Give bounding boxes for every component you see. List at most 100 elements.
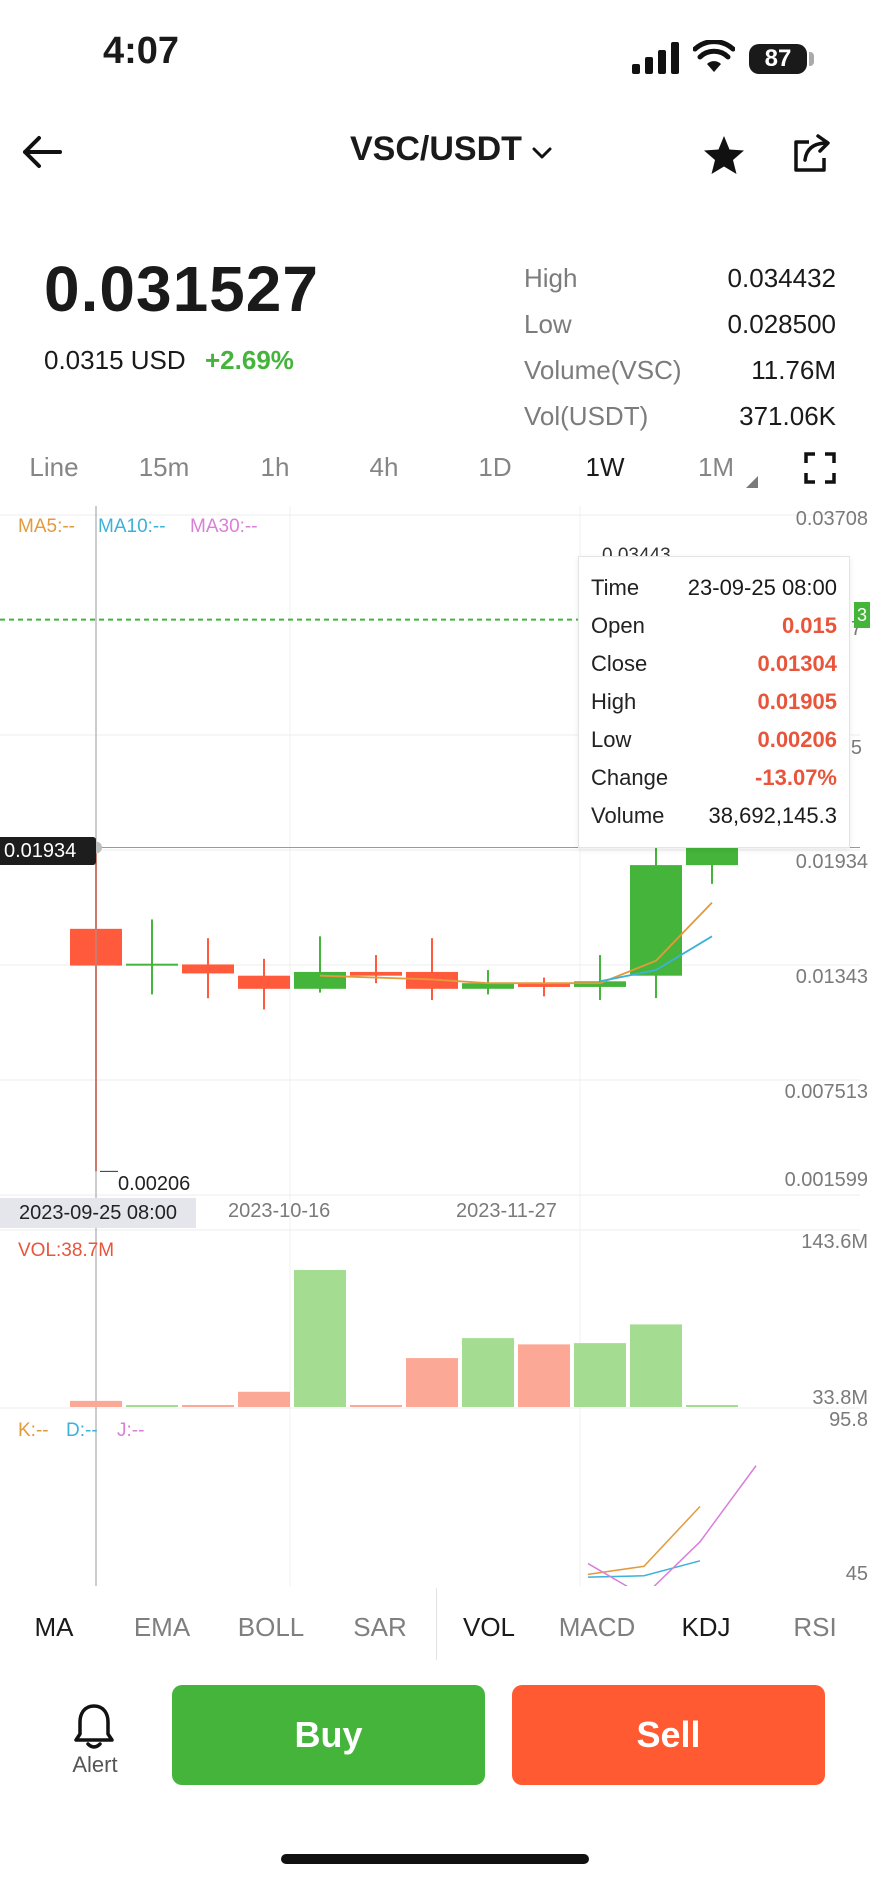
back-arrow-icon[interactable] — [20, 134, 64, 170]
candle-tooltip: Time 23-09-25 08:00 Open 0.015 Close 0.0130… — [578, 556, 850, 848]
last-price: 0.031527 — [44, 253, 319, 325]
price-axis-label-partial: 7 — [850, 618, 862, 640]
alert-label[interactable]: Alert — [72, 1752, 118, 1777]
status-time: 4:07 — [103, 30, 180, 72]
volume-bar — [294, 1270, 346, 1407]
kdj-d-legend: D:-- — [66, 1420, 98, 1441]
price-axis-label: 0.001599 — [784, 1169, 868, 1191]
chevron-down-icon[interactable] — [532, 146, 552, 160]
indicator-tab-macd[interactable]: MACD — [558, 1612, 636, 1642]
candle-body — [238, 975, 290, 989]
ma5-line — [319, 901, 713, 985]
indicator-tab-sar[interactable]: SAR — [353, 1612, 407, 1642]
candle-body — [462, 983, 514, 989]
usd-price: 0.0315 USD — [44, 345, 186, 375]
indicator-tab-kdj[interactable]: KDJ — [681, 1612, 731, 1642]
tooltip-row-time: Time 23-09-25 08:00 — [591, 575, 837, 600]
volume-bar — [518, 1344, 570, 1407]
price-axis-label: 0.007513 — [784, 1081, 868, 1103]
kdj-j-line — [587, 1465, 757, 1586]
battery-tip — [809, 52, 814, 66]
volume-bar — [182, 1405, 234, 1407]
crosshair-price-tag: 0.01934 — [0, 837, 96, 865]
kdj-j-legend: J:-- — [117, 1420, 145, 1441]
volume-bar — [406, 1358, 458, 1407]
stat-low-value: 0.028500 — [727, 309, 836, 339]
tab-1w[interactable]: 1W — [585, 452, 625, 482]
home-indicator — [281, 1854, 589, 1864]
low-mark-label: 0.00206 — [118, 1173, 191, 1195]
stat-vol-usdt-value: 371.06K — [739, 401, 836, 431]
x-axis-date-label: 2023-11-27 — [456, 1200, 557, 1222]
stat-volume-label: Volume(VSC) — [524, 355, 682, 385]
kdj-d-line — [587, 1560, 701, 1578]
price-change-percent: +2.69% — [205, 345, 294, 375]
sell-button[interactable]: Sell — [512, 1685, 825, 1785]
tab-4h[interactable]: 4h — [369, 452, 399, 482]
stat-high-value: 0.034432 — [727, 263, 836, 293]
price-axis-label: 0.03708 — [795, 508, 868, 530]
stat-low-label: Low — [524, 309, 572, 339]
candle-body — [294, 971, 346, 989]
ma10-legend: MA10:-- — [98, 516, 166, 537]
stat-volume-value: 11.76M — [751, 355, 836, 385]
price-axis-label: 0.01934 — [795, 851, 868, 873]
candle-body — [630, 865, 682, 976]
candle-body — [182, 964, 234, 974]
stat-vol-usdt-label: Vol(USDT) — [524, 401, 649, 431]
kdj-k-legend: K:-- — [18, 1420, 49, 1441]
x-axis-date-label: 2023-10-16 — [228, 1200, 331, 1222]
tab-15m[interactable]: 15m — [138, 452, 190, 482]
alert-bell-icon[interactable] — [72, 1702, 116, 1750]
current-price-tag: 3 — [854, 602, 870, 628]
volume-bar — [350, 1405, 402, 1407]
indicator-tab-vol[interactable]: VOL — [462, 1612, 516, 1642]
ma10-line — [599, 935, 713, 983]
pair-selector[interactable]: VSC/USDT — [350, 130, 522, 168]
volume-max-label: 143.6M — [801, 1231, 868, 1253]
indicator-tab-ma[interactable]: MA — [34, 1612, 74, 1642]
tooltip-row-low: Low 0.00206 — [591, 727, 837, 752]
price-axis-label-partial: 5 — [850, 737, 862, 759]
kdj-min-label: 45 — [845, 1563, 868, 1585]
share-icon[interactable] — [791, 134, 833, 174]
dropdown-corner-icon — [746, 476, 758, 488]
tooltip-row-volume: Volume 38,692,145.3 — [591, 803, 837, 828]
ma5-legend: MA5:-- — [18, 516, 75, 537]
tooltip-row-high: High 0.01905 — [591, 689, 837, 714]
ma30-legend: MA30:-- — [190, 516, 258, 537]
fullscreen-icon[interactable] — [804, 452, 836, 484]
volume-legend: VOL:38.7M — [18, 1240, 115, 1261]
favorite-star-icon[interactable] — [702, 134, 746, 176]
tooltip-row-open: Open 0.015 — [591, 613, 837, 638]
candle-body — [406, 971, 458, 989]
price-axis-label: 0.01343 — [795, 966, 868, 988]
volume-bar — [70, 1400, 122, 1407]
volume-bar — [462, 1338, 514, 1407]
candle-body — [350, 971, 402, 976]
crosshair-date-tag: 2023-09-25 08:00 — [0, 1198, 196, 1228]
volume-bar — [126, 1405, 178, 1407]
volume-bar — [238, 1391, 290, 1407]
stat-high-label: High — [524, 263, 578, 293]
candle-body — [126, 963, 178, 966]
kdj-max-label: 95.8 — [829, 1409, 868, 1431]
kdj-k-line — [587, 1505, 701, 1576]
cellular-signal-icon — [632, 42, 679, 74]
indicator-tab-boll[interactable]: BOLL — [237, 1612, 305, 1642]
buy-button[interactable]: Buy — [172, 1685, 485, 1785]
tab-line[interactable]: Line — [29, 452, 79, 482]
volume-bar — [630, 1324, 682, 1407]
candle-body — [518, 983, 570, 987]
volume-bar — [686, 1405, 738, 1407]
indicator-tab-rsi[interactable]: RSI — [793, 1612, 837, 1642]
tooltip-row-close: Close 0.01304 — [591, 651, 837, 676]
indicator-divider — [436, 1588, 437, 1660]
volume-bar — [574, 1343, 626, 1407]
battery-indicator: 87 — [749, 44, 807, 74]
tab-1h[interactable]: 1h — [260, 452, 290, 482]
volume-min-label: 33.8M — [812, 1387, 868, 1409]
tab-1d[interactable]: 1D — [478, 452, 512, 482]
indicator-tab-ema[interactable]: EMA — [133, 1612, 191, 1642]
tab-1m[interactable]: 1M — [697, 452, 735, 482]
